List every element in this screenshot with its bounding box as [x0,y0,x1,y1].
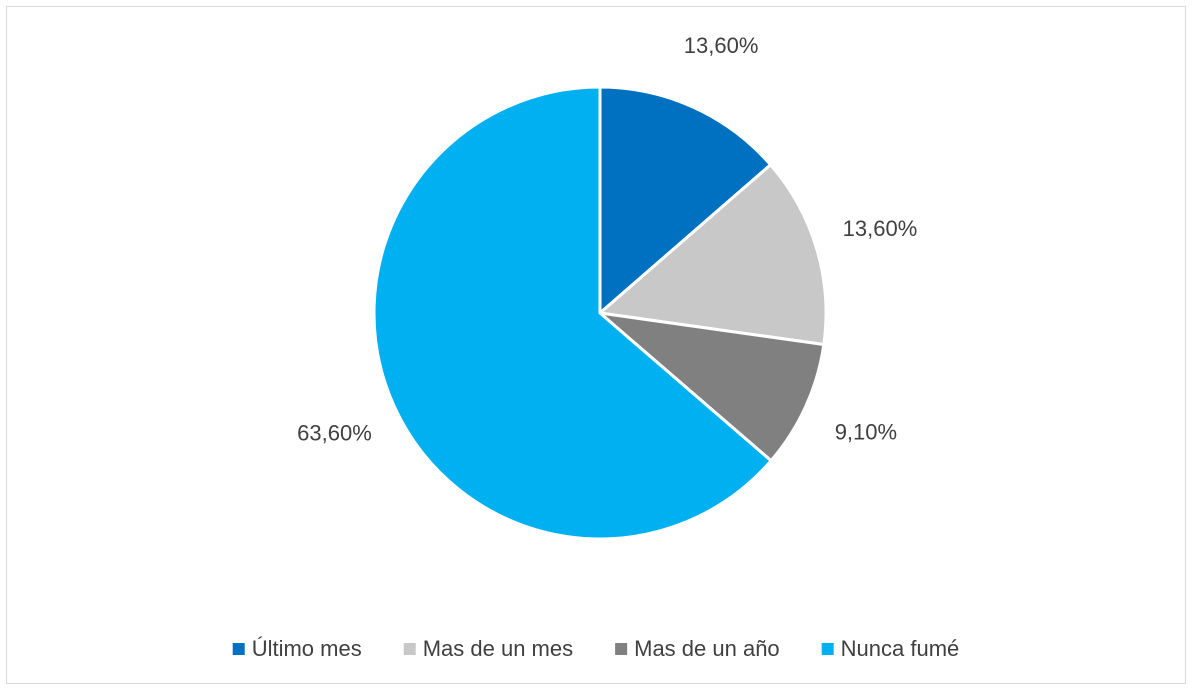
data-label: 13,60% [684,33,759,58]
pie-slice [596,162,828,347]
pie-slice [598,85,773,317]
legend-label: Mas de un mes [423,636,573,661]
pie-slice [372,85,774,541]
data-label: 13,60% [843,216,918,241]
pie-slice [595,310,826,463]
legend-label: Último mes [252,636,362,661]
data-label: 9,10% [835,420,897,445]
legend-label: Nunca fumé [841,636,960,661]
legend-marker [615,643,628,655]
legend-marker [821,643,834,655]
legend-marker [403,643,416,655]
legend-marker [232,643,245,655]
legend-label: Mas de un año [634,636,780,661]
data-label: 63,60% [297,420,372,445]
